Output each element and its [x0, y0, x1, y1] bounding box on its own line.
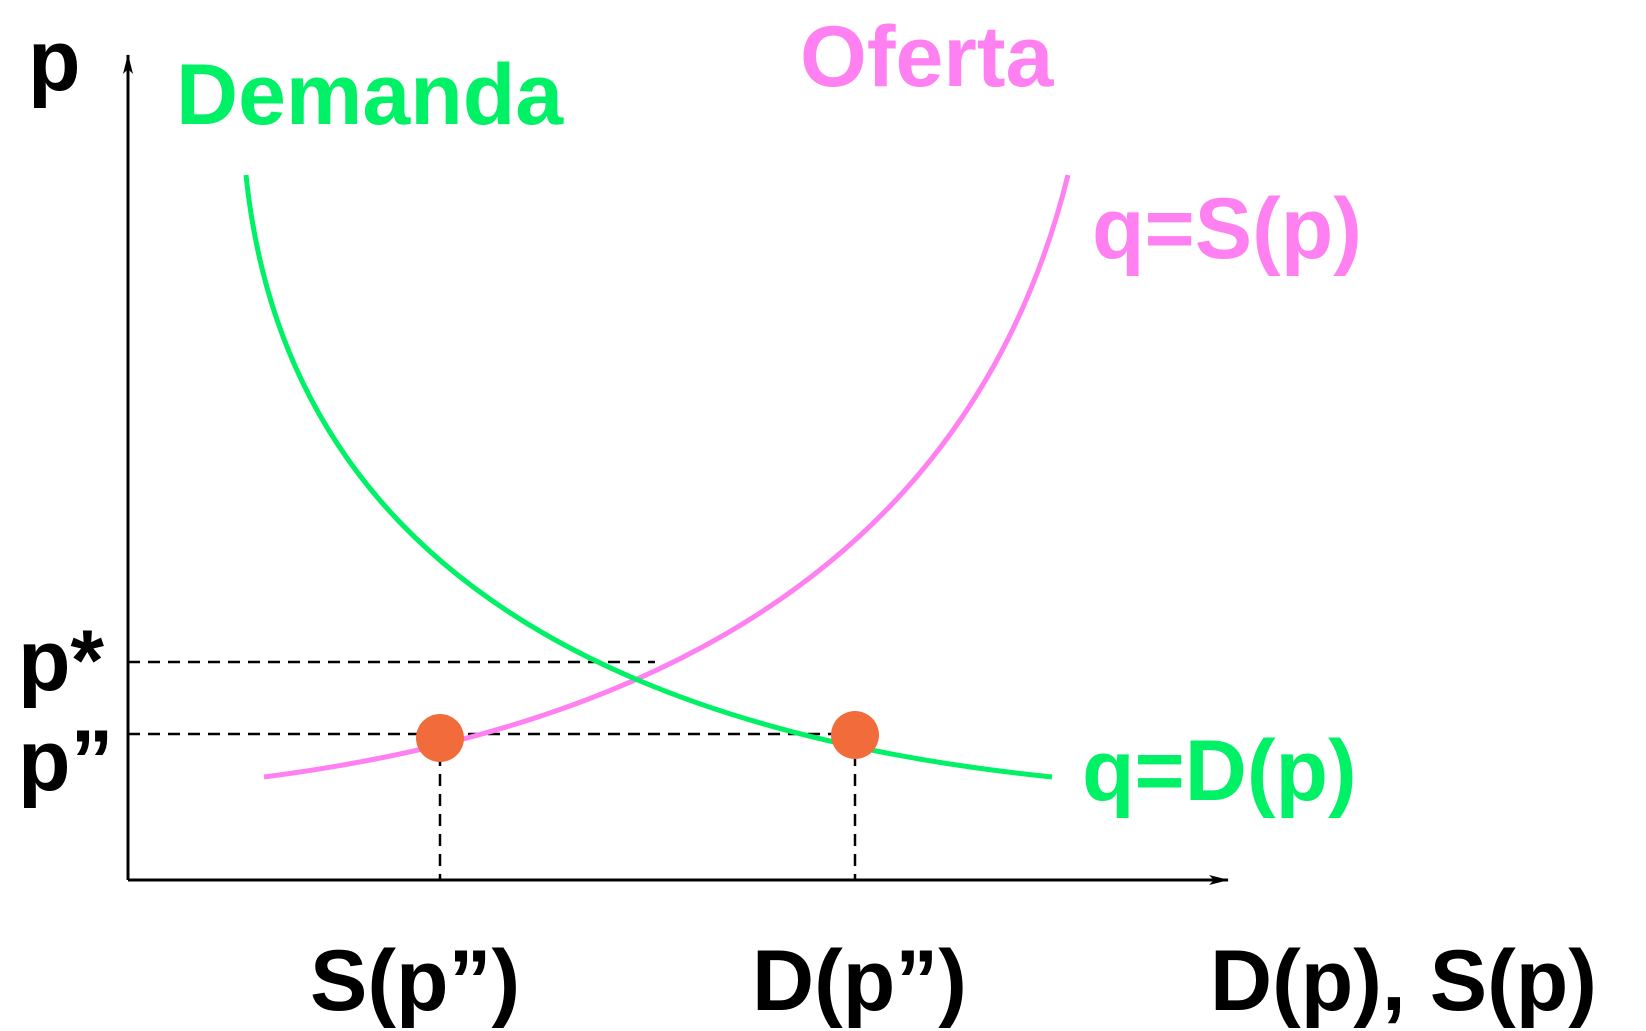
supply-title: Oferta: [800, 9, 1054, 105]
supply-at-low-price-label: S(p”): [310, 933, 520, 1029]
y-axis-label: p: [28, 13, 81, 109]
low-price-label: p”: [18, 713, 114, 809]
demand-title: Demanda: [176, 47, 564, 143]
demand-point: [831, 711, 879, 759]
demand-curve: [243, 174, 1053, 780]
supply-point: [416, 714, 464, 762]
supply-curve: [263, 174, 1071, 780]
demand-equation: q=D(p): [1082, 723, 1357, 819]
x-axis-label: D(p), S(p): [1210, 933, 1597, 1029]
supply-equation: q=S(p): [1092, 181, 1362, 277]
demand-at-low-price-label: D(p”): [752, 933, 967, 1029]
equilibrium-price-label: p*: [18, 613, 105, 709]
